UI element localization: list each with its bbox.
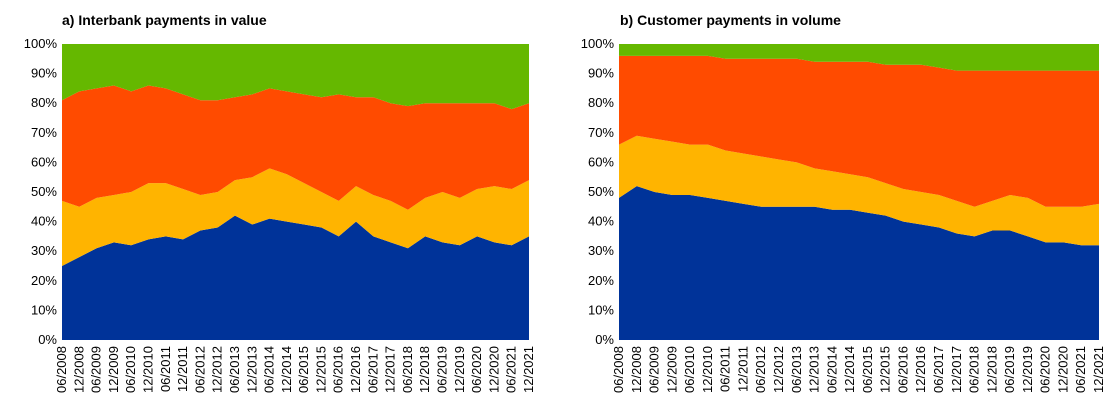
x-tick-label: 06/2021 xyxy=(504,346,519,393)
x-tick-label: 06/2008 xyxy=(54,346,69,393)
x-tick-label: 06/2016 xyxy=(895,346,910,393)
x-tick-label: 12/2010 xyxy=(700,346,715,393)
y-tick-label: 70% xyxy=(588,125,614,140)
y-tick-label: 60% xyxy=(588,154,614,169)
area xyxy=(619,186,1099,340)
x-tick-label: 06/2017 xyxy=(365,346,380,393)
x-tick-label: 12/2020 xyxy=(486,346,501,393)
y-tick-label: 80% xyxy=(588,95,614,110)
x-tick-label: 12/2011 xyxy=(175,346,190,392)
x-tick-label: 12/2013 xyxy=(807,346,822,393)
y-tick-label: 100% xyxy=(581,36,615,51)
x-tick-label: 06/2018 xyxy=(967,346,982,393)
y-tick-label: 80% xyxy=(31,95,57,110)
x-tick-label: 12/2015 xyxy=(878,346,893,393)
x-tick-label: 12/2012 xyxy=(210,346,225,393)
y-tick-label: 0% xyxy=(38,332,57,347)
x-tick-label: 12/2018 xyxy=(984,346,999,393)
y-tick-label: 10% xyxy=(31,302,57,317)
x-tick-label: 06/2011 xyxy=(718,346,733,392)
chart-title: b) Customer payments in volume xyxy=(620,12,841,28)
x-tick-label: 06/2018 xyxy=(400,346,415,393)
x-tick-label: 06/2013 xyxy=(789,346,804,393)
x-tick-label: 06/2011 xyxy=(158,346,173,392)
x-tick-label: 12/2008 xyxy=(71,346,86,393)
x-tick-label: 12/2015 xyxy=(313,346,328,393)
x-tick-label: 06/2021 xyxy=(1073,346,1088,393)
x-tick-label: 12/2019 xyxy=(452,346,467,393)
x-tick-label: 12/2008 xyxy=(629,346,644,393)
x-tick-label: 12/2010 xyxy=(140,346,155,393)
x-tick-label: 06/2010 xyxy=(682,346,697,393)
x-tick-label: 12/2014 xyxy=(279,346,294,393)
x-tick-label: 06/2012 xyxy=(192,346,207,393)
y-tick-label: 100% xyxy=(24,36,58,51)
area xyxy=(619,135,1099,246)
x-tick-label: 06/2020 xyxy=(1038,346,1053,393)
y-tick-label: 50% xyxy=(31,184,57,199)
x-tick-label: 06/2008 xyxy=(611,346,626,393)
y-tick-label: 20% xyxy=(31,273,57,288)
x-tick-label: 12/2011 xyxy=(735,346,750,392)
y-tick-label: 70% xyxy=(31,125,57,140)
x-tick-label: 12/2016 xyxy=(348,346,363,393)
x-tick-label: 12/2016 xyxy=(913,346,928,393)
chart-title: a) Interbank payments in value xyxy=(62,12,267,28)
x-tick-label: 12/2021 xyxy=(521,346,536,393)
x-tick-label: 12/2009 xyxy=(106,346,121,393)
x-tick-label: 06/2010 xyxy=(123,346,138,393)
x-tick-label: 06/2009 xyxy=(89,346,104,393)
x-tick-label: 06/2019 xyxy=(435,346,450,393)
x-tick-label: 12/2021 xyxy=(1091,346,1106,393)
x-tick-label: 12/2020 xyxy=(1055,346,1070,393)
area xyxy=(62,168,529,266)
x-tick-label: 12/2012 xyxy=(771,346,786,393)
x-tick-label: 06/2013 xyxy=(227,346,242,393)
x-tick-label: 12/2017 xyxy=(383,346,398,393)
y-tick-label: 90% xyxy=(588,66,614,81)
y-tick-label: 60% xyxy=(31,154,57,169)
x-tick-label: 12/2019 xyxy=(1020,346,1035,393)
x-tick-label: 06/2019 xyxy=(1002,346,1017,393)
y-tick-label: 30% xyxy=(588,243,614,258)
area xyxy=(619,44,1099,71)
y-tick-label: 10% xyxy=(588,302,614,317)
area xyxy=(619,55,1099,207)
x-tick-label: 12/2018 xyxy=(417,346,432,393)
x-tick-label: 12/2009 xyxy=(664,346,679,393)
x-tick-label: 06/2015 xyxy=(860,346,875,393)
x-tick-label: 06/2009 xyxy=(647,346,662,393)
area xyxy=(62,44,529,110)
x-tick-label: 06/2015 xyxy=(296,346,311,393)
x-tick-label: 06/2012 xyxy=(753,346,768,393)
y-tick-label: 30% xyxy=(31,243,57,258)
x-tick-label: 12/2013 xyxy=(244,346,259,393)
y-tick-label: 40% xyxy=(588,214,614,229)
y-tick-label: 40% xyxy=(31,214,57,229)
area xyxy=(62,85,529,210)
x-tick-label: 06/2017 xyxy=(931,346,946,393)
y-tick-label: 20% xyxy=(588,273,614,288)
area xyxy=(62,215,529,340)
x-tick-label: 12/2017 xyxy=(949,346,964,393)
x-tick-label: 06/2016 xyxy=(331,346,346,393)
x-tick-label: 06/2014 xyxy=(262,346,277,393)
y-tick-label: 0% xyxy=(595,332,614,347)
y-tick-label: 90% xyxy=(31,66,57,81)
y-tick-label: 50% xyxy=(588,184,614,199)
x-tick-label: 06/2020 xyxy=(469,346,484,393)
x-tick-label: 12/2014 xyxy=(842,346,857,393)
x-tick-label: 06/2014 xyxy=(824,346,839,393)
